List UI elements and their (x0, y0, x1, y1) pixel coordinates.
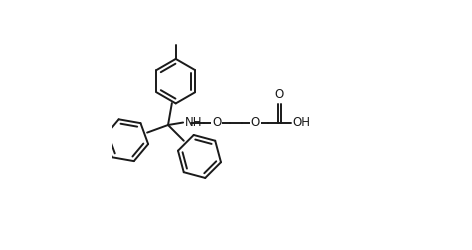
Text: O: O (251, 116, 260, 129)
Text: O: O (212, 116, 221, 129)
Text: O: O (275, 88, 284, 101)
Text: NH: NH (185, 116, 202, 128)
Text: OH: OH (292, 116, 310, 129)
